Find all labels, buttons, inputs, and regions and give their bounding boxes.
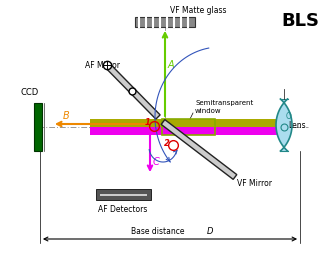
Text: Lens: Lens [288, 121, 306, 130]
Text: VF Matte glass: VF Matte glass [170, 6, 227, 15]
Text: 1: 1 [145, 118, 151, 127]
Polygon shape [161, 120, 237, 179]
Text: VF Mirror: VF Mirror [237, 179, 272, 188]
Text: C: C [153, 157, 160, 167]
Text: window: window [195, 108, 222, 114]
Bar [90, 119, 282, 127]
Polygon shape [276, 99, 292, 151]
Text: AF Detectors: AF Detectors [98, 205, 148, 214]
Text: AF Mirror: AF Mirror [85, 60, 120, 69]
Text: CCD: CCD [21, 88, 39, 97]
Bar [96, 189, 151, 200]
Text: BLS: BLS [281, 12, 319, 30]
Text: 2: 2 [164, 139, 170, 148]
Bar [100, 194, 147, 196]
Text: Semitransparent: Semitransparent [195, 100, 253, 106]
Text: O: O [286, 112, 292, 121]
Text: Base distance: Base distance [131, 227, 185, 236]
Bar [34, 103, 42, 151]
Bar [90, 127, 282, 135]
Bar [135, 17, 195, 27]
Text: A: A [168, 60, 175, 70]
Polygon shape [105, 63, 160, 119]
Text: D: D [207, 227, 213, 236]
Bar [162, 119, 215, 135]
Text: B: B [63, 111, 70, 121]
